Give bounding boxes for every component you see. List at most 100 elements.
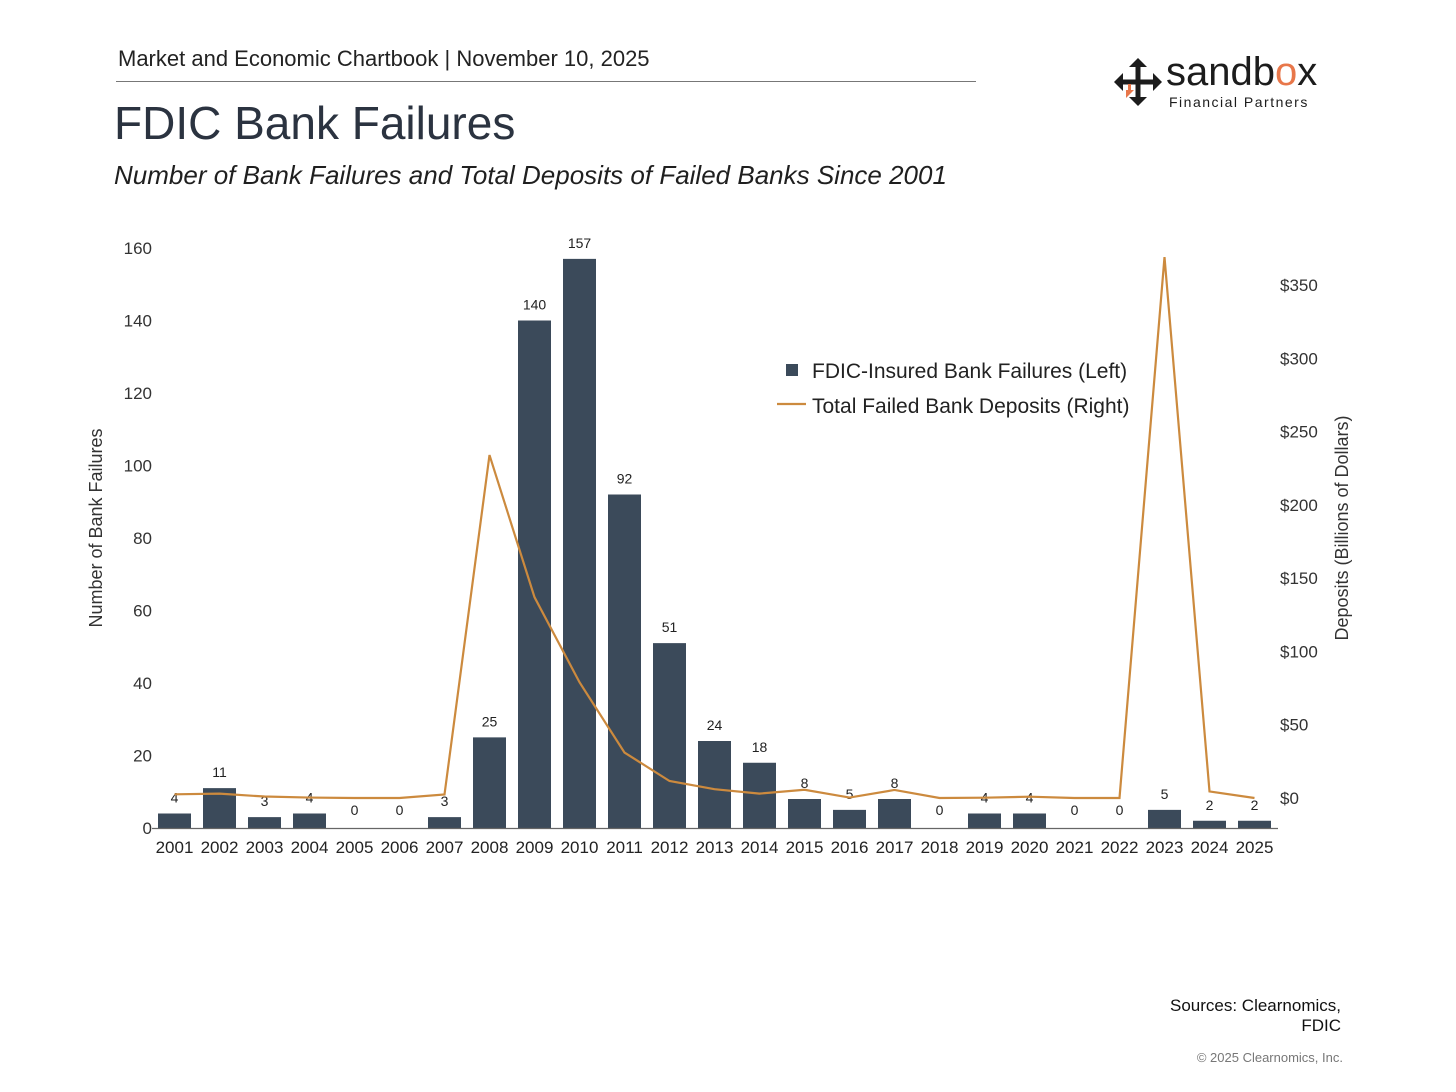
arrows-cross-icon	[1114, 58, 1162, 106]
bar	[788, 799, 821, 828]
y-left-tick-label: 160	[124, 239, 152, 258]
y-left-tick-label: 120	[124, 384, 152, 403]
bar-data-label: 24	[707, 717, 723, 733]
y-left-tick-label: 20	[133, 747, 152, 766]
bar-data-label: 11	[212, 764, 227, 780]
y-right-tick-label: $200	[1280, 496, 1318, 515]
y-left-tick-label: 60	[133, 602, 152, 621]
bar-data-label: 5	[846, 786, 854, 802]
x-tick-label: 2013	[696, 838, 734, 857]
y-right-tick-label: $250	[1280, 423, 1318, 442]
bar	[698, 741, 731, 828]
x-tick-label: 2003	[246, 838, 284, 857]
x-tick-label: 2014	[741, 838, 779, 857]
page-title: FDIC Bank Failures	[114, 97, 516, 149]
bar	[518, 320, 551, 828]
y-right-tick-label: $150	[1280, 569, 1318, 588]
bar-data-label: 0	[396, 802, 404, 818]
y-right-axis-title: Deposits (Billions of Dollars)	[1332, 415, 1352, 640]
deposits-line	[174, 257, 1255, 800]
bar	[1013, 813, 1046, 828]
bar-data-label: 2	[1206, 797, 1214, 813]
bar	[1148, 809, 1181, 828]
sources-line-1: Sources: Clearnomics,	[1169, 996, 1341, 1015]
bar	[1193, 820, 1226, 828]
bar-data-label: 18	[752, 739, 768, 755]
bar	[743, 762, 776, 828]
y-left-tick-label: 80	[133, 529, 152, 548]
x-tick-label: 2012	[651, 838, 689, 857]
header-divider	[116, 81, 976, 82]
copyright-note: © 2025 Clearnomics, Inc.	[1196, 1050, 1343, 1065]
bar	[248, 817, 281, 828]
y-right-tick-label: $50	[1280, 716, 1308, 735]
x-tick-label: 2017	[876, 838, 914, 857]
x-tick-label: 2019	[966, 838, 1004, 857]
bar	[1238, 820, 1271, 828]
bar	[878, 799, 911, 828]
x-tick-label: 2025	[1236, 838, 1274, 857]
bar-data-label: 92	[617, 471, 633, 487]
legend-bar-label: FDIC-Insured Bank Failures (Left)	[812, 360, 1127, 383]
x-tick-label: 2004	[291, 838, 329, 857]
sources-note: Sources: Clearnomics, FDIC	[1170, 996, 1341, 1036]
bar-data-label: 5	[1161, 786, 1169, 802]
bar-data-label: 157	[568, 235, 592, 251]
x-tick-label: 2021	[1056, 838, 1094, 857]
chartbook-header: Market and Economic Chartbook | November…	[118, 46, 650, 71]
x-tick-label: 2007	[426, 838, 464, 857]
bar	[293, 813, 326, 828]
y-left-tick-label: 100	[124, 457, 152, 476]
x-tick-label: 2024	[1191, 838, 1229, 857]
x-tick-label: 2015	[786, 838, 824, 857]
bar-data-label: 0	[351, 802, 359, 818]
bar	[428, 817, 461, 828]
x-tick-label: 2008	[471, 838, 509, 857]
x-tick-label: 2022	[1101, 838, 1139, 857]
bar-data-label: 8	[801, 775, 809, 791]
y-right-tick-label: $100	[1280, 642, 1318, 661]
x-tick-label: 2011	[606, 838, 643, 857]
x-tick-label: 2009	[516, 838, 554, 857]
sandbox-logo: sandbox Financial Partners	[1114, 50, 1329, 116]
bar	[158, 813, 191, 828]
y-left-axis-title: Number of Bank Failures	[86, 428, 106, 627]
bar	[653, 643, 686, 828]
x-tick-label: 2002	[201, 838, 239, 857]
bar	[563, 258, 596, 828]
bar-data-label: 51	[662, 619, 678, 635]
bar-data-label: 0	[936, 802, 944, 818]
y-left-tick-label: 0	[143, 819, 152, 838]
x-tick-label: 2016	[831, 838, 869, 857]
x-tick-label: 2006	[381, 838, 419, 857]
bar-data-label: 0	[1116, 802, 1124, 818]
sources-line-2: FDIC	[1301, 1016, 1341, 1035]
bar	[473, 737, 506, 828]
y-left-tick-label: 140	[124, 312, 152, 331]
y-right-tick-label: $0	[1280, 789, 1299, 808]
y-right-tick-label: $300	[1280, 349, 1318, 368]
legend-bar-swatch	[786, 364, 798, 376]
bar-data-label: 3	[441, 793, 449, 809]
x-tick-label: 2023	[1146, 838, 1184, 857]
y-right-tick-label: $350	[1280, 276, 1318, 295]
logo-wordmark: sandbox	[1166, 50, 1318, 94]
bar-data-label: 0	[1071, 802, 1079, 818]
y-left-tick-label: 40	[133, 674, 152, 693]
bar	[608, 494, 641, 828]
bar	[833, 809, 866, 828]
x-tick-label: 2020	[1011, 838, 1049, 857]
logo-subtitle: Financial Partners	[1169, 94, 1309, 110]
bar-data-label: 25	[482, 713, 498, 729]
x-tick-label: 2018	[921, 838, 959, 857]
page-subtitle: Number of Bank Failures and Total Deposi…	[114, 160, 947, 190]
x-tick-label: 2005	[336, 838, 374, 857]
x-tick-label: 2001	[156, 838, 194, 857]
bar-data-label: 3	[261, 793, 269, 809]
bar	[968, 813, 1001, 828]
legend-line-label: Total Failed Bank Deposits (Right)	[812, 395, 1129, 418]
bar-data-label: 2	[1251, 797, 1259, 813]
bar-data-label: 8	[891, 775, 899, 791]
x-tick-label: 2010	[561, 838, 599, 857]
